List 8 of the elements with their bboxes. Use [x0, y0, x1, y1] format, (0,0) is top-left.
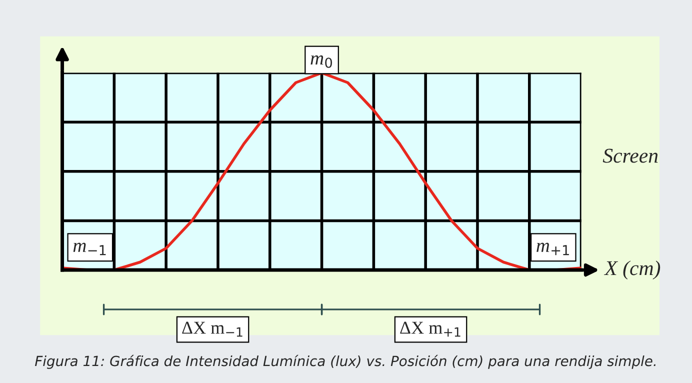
x-axis-title: X (cm) — [604, 260, 660, 280]
annotation: m$_{+1}$ — [536, 242, 569, 256]
text: Figura 11: Gráfica de Intensidad Lumínica (lux) vs. Posición (cm) para una rendija simple. — [35, 354, 656, 369]
text: ΔX m$_{−1}$ — [182, 322, 242, 337]
text: ΔX m$_{+1}$ — [400, 322, 460, 337]
text: Screen — [602, 148, 658, 163]
text: m$_{0}$ — [310, 55, 332, 68]
annotation: m$_{−1}$ — [73, 242, 106, 256]
